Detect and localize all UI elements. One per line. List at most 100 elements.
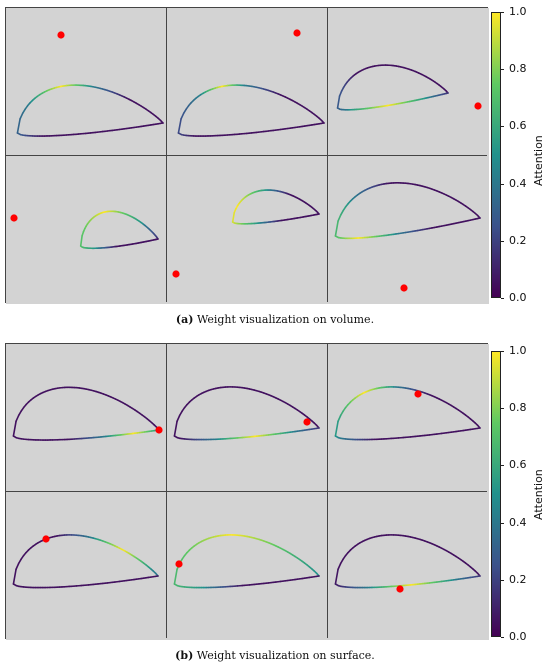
colorbar-tick-label: 0.0 xyxy=(509,291,527,304)
panel-b-6 xyxy=(328,492,489,640)
colorbar-tick-label: 1.0 xyxy=(509,5,527,18)
query-point xyxy=(10,214,18,222)
panel-b-6-plot xyxy=(334,534,481,593)
airfoil-segment xyxy=(15,562,20,571)
airfoil-segment xyxy=(337,214,342,222)
airfoil-segment xyxy=(231,211,236,223)
caption-b-label: (b) xyxy=(175,649,194,662)
panel-b-5-plot xyxy=(173,534,320,589)
panel-a-4 xyxy=(6,156,167,304)
colorbar-b-label: Attention xyxy=(532,469,545,520)
colorbar-tick xyxy=(501,12,504,13)
colorbar-a-label: Attention xyxy=(532,135,545,186)
panel-a-5-plot xyxy=(172,189,320,278)
caption-b: (b) Weight visualization on surface. xyxy=(0,649,550,662)
airfoil-segment xyxy=(336,95,341,109)
query-point xyxy=(303,418,311,426)
panel-b-3-plot xyxy=(334,386,481,441)
airfoil-segment xyxy=(339,558,344,565)
panel-b-2 xyxy=(167,344,328,492)
colorbar-tick xyxy=(501,522,504,524)
panel-a-6-plot xyxy=(334,182,481,292)
panel-a-4-plot xyxy=(10,210,159,250)
airfoil-segment xyxy=(79,234,83,247)
colorbar-tick xyxy=(501,69,504,71)
colorbar-tick-label: 0.4 xyxy=(509,515,527,529)
panel-b-5 xyxy=(167,492,328,640)
colorbar-tick-label: 0.2 xyxy=(509,233,527,247)
colorbar-tick-label: 0.2 xyxy=(509,572,527,586)
airfoil-segment xyxy=(19,112,24,120)
divider xyxy=(6,491,487,492)
panel-grid-b xyxy=(5,343,489,640)
colorbar-tick xyxy=(501,408,504,410)
panel-a-2 xyxy=(167,8,328,156)
panel-a-6 xyxy=(328,156,489,304)
colorbar-tick xyxy=(501,637,504,638)
caption-a: (a) Weight visualization on volume. xyxy=(0,313,550,326)
divider xyxy=(6,155,487,156)
panel-b-4 xyxy=(6,492,167,640)
colorbar-tick xyxy=(501,126,504,128)
airfoil-segment xyxy=(177,118,182,134)
airfoil-segment xyxy=(334,420,339,437)
airfoil-segment xyxy=(12,568,17,585)
query-point xyxy=(396,585,404,593)
query-point xyxy=(57,31,65,39)
panel-a-2-plot xyxy=(177,29,325,137)
query-point xyxy=(400,284,408,292)
airfoil-segment xyxy=(339,209,344,216)
airfoil-segment xyxy=(339,410,344,417)
airfoil-segment xyxy=(334,568,339,585)
airfoil-segment xyxy=(15,414,20,422)
airfoil-segment xyxy=(180,112,185,120)
colorbar-b xyxy=(491,351,501,637)
query-point xyxy=(172,270,180,278)
panel-a-3 xyxy=(328,8,489,156)
query-point xyxy=(414,390,422,398)
colorbar-tick-label: 0.4 xyxy=(509,176,527,190)
colorbar-tick xyxy=(501,579,504,581)
colorbar-tick xyxy=(501,183,504,185)
airfoil-segment xyxy=(17,410,23,417)
colorbar-tick xyxy=(501,298,504,299)
airfoil-segment xyxy=(338,90,343,97)
panel-b-1-plot xyxy=(12,386,163,441)
panel-grid-a xyxy=(5,7,489,304)
colorbar-tick-label: 0.0 xyxy=(509,630,527,643)
airfoil-segment xyxy=(337,414,342,423)
airfoil-segment xyxy=(182,108,188,115)
query-point xyxy=(474,102,482,110)
airfoil-segment xyxy=(173,568,178,585)
query-point xyxy=(42,535,50,543)
airfoil-segment xyxy=(337,562,342,571)
query-point xyxy=(293,29,301,37)
panel-b-2-plot xyxy=(173,386,320,441)
panel-a-1 xyxy=(6,8,167,156)
caption-a-label: (a) xyxy=(175,313,194,326)
airfoil-segment xyxy=(16,118,21,134)
panel-b-3 xyxy=(328,344,489,492)
colorbar-tick-label: 0.8 xyxy=(509,401,527,415)
colorbar-tick-label: 0.6 xyxy=(509,119,527,133)
airfoil-segment xyxy=(178,410,183,417)
query-point xyxy=(175,560,183,568)
colorbar-tick-label: 0.6 xyxy=(509,458,527,472)
colorbar-a xyxy=(491,12,501,298)
caption-a-text: Weight visualization on volume. xyxy=(196,313,375,326)
panel-a-5 xyxy=(167,156,328,304)
query-point xyxy=(155,426,163,434)
colorbar-tick xyxy=(501,240,504,242)
airfoil-segment xyxy=(21,108,27,115)
colorbar-tick xyxy=(501,465,504,467)
panel-b-1 xyxy=(6,344,167,492)
airfoil-segment xyxy=(173,420,178,437)
colorbar-tick xyxy=(501,351,504,352)
airfoil-segment xyxy=(12,420,17,437)
colorbar-tick-label: 1.0 xyxy=(509,344,527,357)
colorbar-tick-label: 0.8 xyxy=(509,62,527,76)
airfoil-segment xyxy=(176,414,181,423)
airfoil-segment xyxy=(17,558,22,565)
panel-a-1-plot xyxy=(16,31,164,137)
panel-a-3-plot xyxy=(336,64,482,111)
